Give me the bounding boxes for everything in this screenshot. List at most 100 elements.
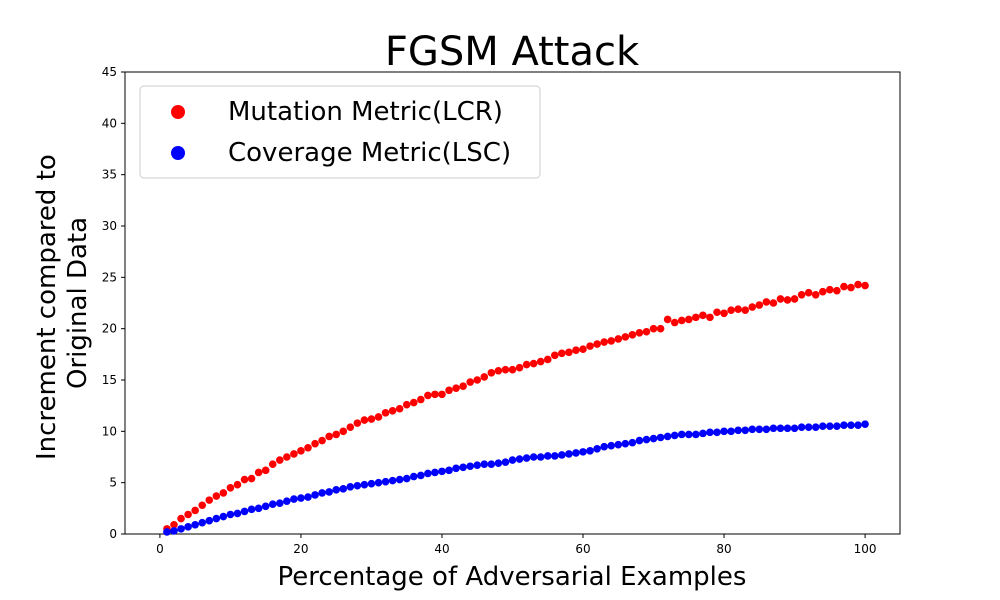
coverage-data-point (452, 464, 460, 473)
y-tick-label: 20 (102, 322, 117, 336)
x-axis-label: Percentage of Adversarial Examples (278, 562, 747, 592)
coverage-data-point (656, 433, 665, 442)
mutation-data-point (261, 466, 270, 475)
coverage-data-point (529, 453, 538, 461)
mutation-data-point (572, 346, 580, 355)
coverage-data-point (297, 494, 305, 502)
coverage-data-point (318, 489, 326, 497)
coverage-data-point (522, 454, 531, 462)
coverage-data-point (170, 527, 178, 535)
coverage-data-point (663, 432, 672, 441)
legend-marker-coverage (171, 146, 185, 160)
coverage-data-point (670, 431, 679, 440)
mutation-data-point (219, 489, 228, 497)
coverage-data-point (163, 528, 171, 536)
coverage-data-point (565, 450, 573, 458)
mutation-data-point (515, 363, 524, 372)
chart-title: FGSM Attack (385, 29, 640, 75)
coverage-data-point (212, 514, 221, 523)
coverage-data-point (417, 471, 425, 480)
coverage-data-point (847, 421, 855, 429)
coverage-data-point (508, 456, 517, 464)
x-tick-label: 0 (156, 542, 164, 556)
mutation-data-point (600, 338, 608, 346)
coverage-data-point (614, 440, 623, 449)
y-tick-label: 5 (109, 476, 117, 490)
coverage-data-point (769, 424, 778, 433)
coverage-data-point (247, 505, 256, 514)
coverage-data-point (558, 451, 566, 459)
coverage-data-point (445, 466, 453, 475)
data-points (163, 280, 869, 536)
coverage-data-point (811, 423, 820, 432)
coverage-data-point (833, 422, 841, 431)
mutation-data-point (395, 404, 404, 413)
coverage-data-point (233, 509, 242, 518)
coverage-data-point (804, 423, 813, 432)
coverage-data-point (459, 463, 467, 472)
mutation-data-point (304, 443, 312, 452)
y-tick-label: 30 (102, 219, 117, 233)
coverage-data-point (290, 495, 298, 503)
mutation-data-point (529, 359, 538, 368)
mutation-data-point (367, 415, 376, 423)
coverage-data-point (551, 452, 559, 460)
coverage-data-point (409, 472, 418, 481)
mutation-data-point (833, 286, 841, 295)
mutation-data-point (275, 456, 284, 464)
coverage-data-point (388, 476, 397, 485)
coverage-data-point (826, 422, 834, 431)
mutation-data-point (727, 306, 735, 314)
mutation-data-point (861, 281, 869, 290)
coverage-data-point (311, 491, 319, 499)
y-tick-label: 10 (102, 424, 117, 438)
coverage-data-point (177, 525, 185, 533)
mutation-data-point (247, 474, 256, 483)
series-mutation-points (163, 280, 869, 533)
y-axis-label: Increment compared to Original Data (32, 146, 93, 460)
x-axis: 0 20 40 60 80 100 (156, 534, 877, 556)
coverage-data-point (304, 493, 312, 501)
y-tick-label: 45 (102, 65, 117, 79)
coverage-data-point (515, 455, 524, 463)
mutation-data-point (452, 384, 460, 393)
coverage-data-point (184, 523, 192, 531)
mutation-data-point (748, 303, 757, 311)
coverage-data-point (275, 499, 284, 508)
mutation-data-point (543, 355, 552, 364)
mutation-data-point (818, 287, 827, 296)
mutation-data-point (783, 296, 792, 304)
mutation-data-point (649, 324, 658, 333)
mutation-data-point (593, 340, 601, 348)
mutation-data-point (240, 475, 249, 484)
x-tick-label: 40 (434, 542, 449, 556)
mutation-data-point (374, 413, 383, 421)
coverage-data-point (783, 424, 792, 433)
coverage-data-point (600, 442, 608, 451)
mutation-data-point (473, 376, 482, 384)
mutation-data-point (642, 327, 651, 336)
coverage-data-point (473, 461, 482, 470)
mutation-data-point (790, 295, 799, 303)
mutation-data-point (198, 501, 207, 510)
coverage-data-point (706, 428, 714, 437)
y-tick-label: 15 (102, 373, 117, 387)
coverage-data-point (191, 520, 199, 529)
coverage-data-point (741, 426, 750, 435)
mutation-data-point (797, 290, 806, 299)
legend: Mutation Metric(LCR) Coverage Metric(LSC… (139, 85, 541, 179)
coverage-data-point (755, 425, 764, 434)
mutation-data-point (297, 447, 305, 455)
series-coverage-points (163, 420, 869, 536)
coverage-data-point (494, 459, 503, 467)
coverage-data-point (727, 427, 735, 436)
mutation-data-point (656, 324, 665, 333)
coverage-data-point (353, 481, 362, 490)
mutation-data-point (840, 282, 848, 291)
mutation-data-point (431, 390, 439, 399)
mutation-data-point (417, 395, 425, 404)
coverage-data-point (402, 474, 411, 483)
coverage-data-point (395, 475, 404, 484)
coverage-data-point (226, 510, 235, 519)
coverage-data-point (734, 426, 742, 435)
